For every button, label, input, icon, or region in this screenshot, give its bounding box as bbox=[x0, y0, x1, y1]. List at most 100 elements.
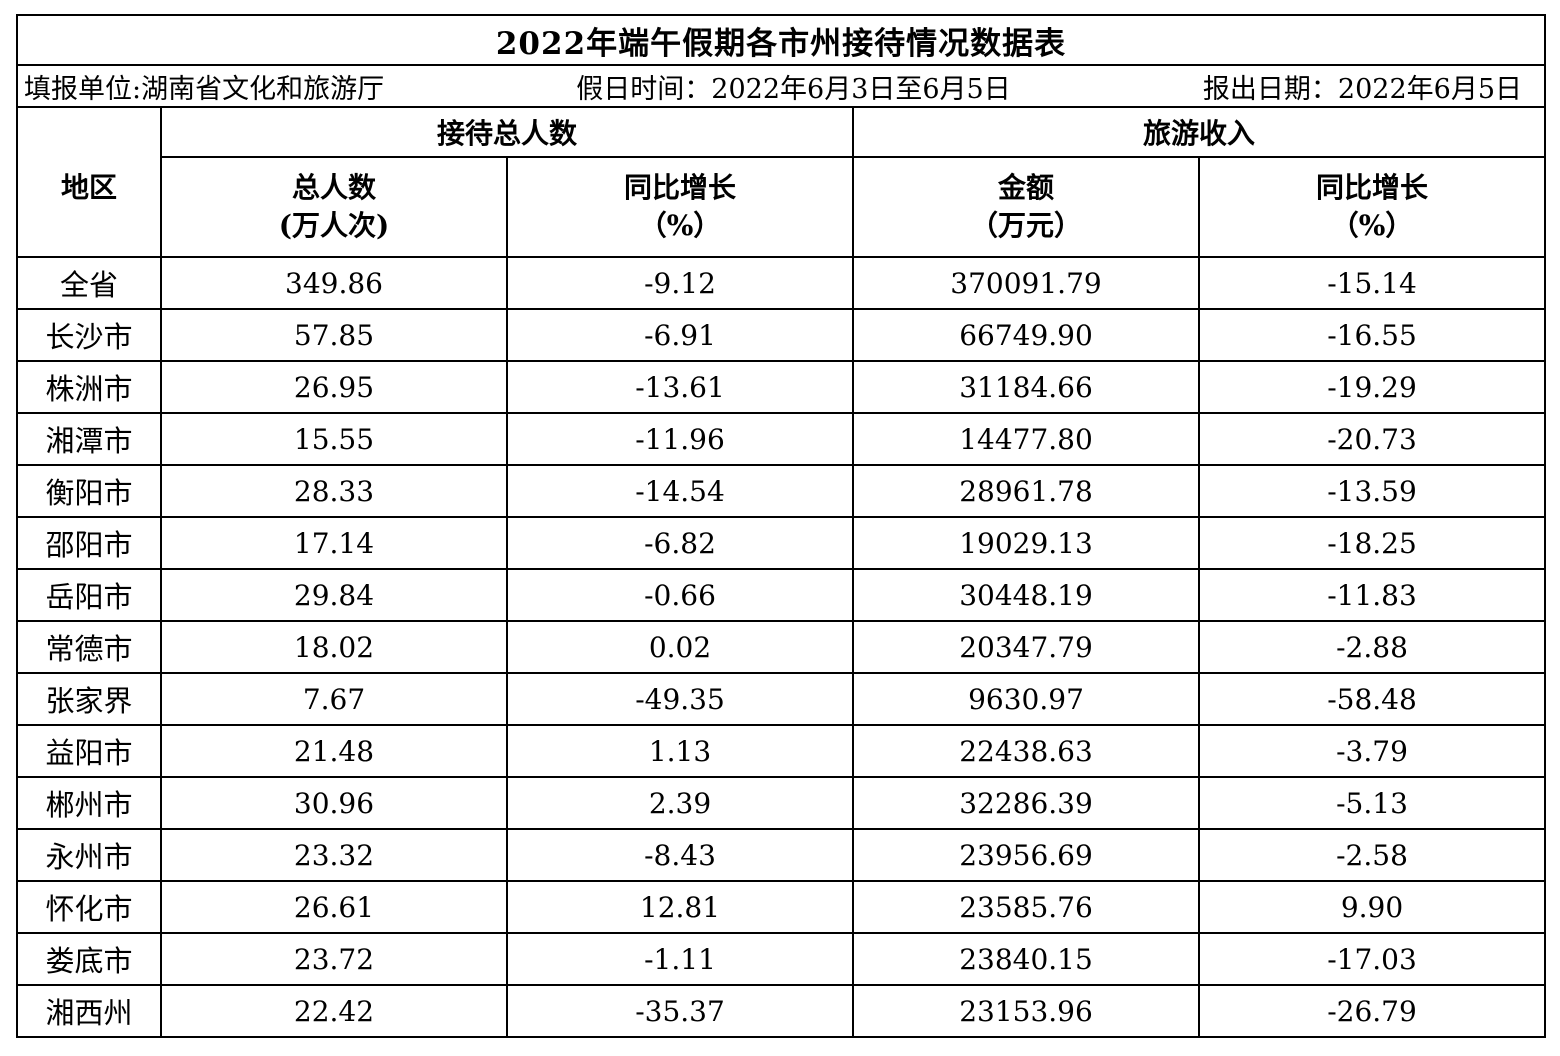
revenue-cell: 9630.97 bbox=[852, 672, 1200, 726]
revenue-yoy-cell: -18.25 bbox=[1197, 516, 1547, 570]
revenue-amount-header-line2: （万元） bbox=[969, 209, 1082, 242]
table-body: 2022年端午假期各市州接待情况数据表 填报单位:湖南省文化和旅游厅 假日时间：… bbox=[15, 14, 1547, 1038]
region-cell: 娄底市 bbox=[16, 932, 162, 986]
visitors-cell: 26.95 bbox=[160, 360, 508, 414]
visitors-growth-header-line2: （%） bbox=[638, 209, 722, 242]
table-row: 郴州市 30.96 2.39 32286.39 -5.13 bbox=[16, 776, 1547, 830]
revenue-cell: 23585.76 bbox=[852, 880, 1200, 934]
visitors-total-header: 总人数 (万人次) bbox=[160, 156, 508, 258]
revenue-cell: 370091.79 bbox=[852, 256, 1200, 310]
visitors-yoy-cell: -6.82 bbox=[506, 516, 854, 570]
visitors-yoy-cell: -1.11 bbox=[506, 932, 854, 986]
revenue-cell: 30448.19 bbox=[852, 568, 1200, 622]
table-row: 衡阳市 28.33 -14.54 28961.78 -13.59 bbox=[16, 464, 1547, 518]
revenue-growth-header-line2: （%） bbox=[1330, 209, 1414, 242]
visitors-total-header-line1: 总人数 bbox=[291, 171, 376, 204]
holiday-period: 假日时间：2022年6月3日至6月5日 bbox=[576, 73, 1011, 105]
revenue-yoy-cell: -3.79 bbox=[1197, 724, 1547, 778]
visitors-yoy-cell: 12.81 bbox=[506, 880, 854, 934]
sub-header-row: 总人数 (万人次) 同比增长 （%） 金额 （万元） 同比增长 （%） bbox=[17, 156, 1547, 258]
visitors-cell: 18.02 bbox=[160, 620, 508, 674]
visitors-cell: 30.96 bbox=[160, 776, 508, 830]
visitors-yoy-cell: -0.66 bbox=[506, 568, 854, 622]
region-cell: 岳阳市 bbox=[16, 568, 162, 622]
report-date: 报出日期：2022年6月5日 bbox=[1202, 73, 1522, 105]
region-cell: 张家界 bbox=[16, 672, 162, 726]
title-row: 2022年端午假期各市州接待情况数据表 bbox=[15, 14, 1547, 66]
table-title: 2022年端午假期各市州接待情况数据表 bbox=[15, 14, 1547, 66]
revenue-yoy-cell: -5.13 bbox=[1197, 776, 1547, 830]
visitors-cell: 17.14 bbox=[160, 516, 508, 570]
revenue-yoy-cell: -20.73 bbox=[1197, 412, 1547, 466]
visitors-cell: 7.67 bbox=[160, 672, 508, 726]
region-cell: 怀化市 bbox=[16, 880, 162, 934]
region-cell: 衡阳市 bbox=[16, 464, 162, 518]
table-row: 湘西州 22.42 -35.37 23153.96 -26.79 bbox=[16, 984, 1547, 1038]
region-cell: 邵阳市 bbox=[16, 516, 162, 570]
revenue-group-header: 旅游收入 bbox=[851, 106, 1547, 158]
info-cell: 填报单位:湖南省文化和旅游厅 假日时间：2022年6月3日至6月5日 报出日期：… bbox=[15, 64, 1547, 108]
visitors-yoy-cell: -9.12 bbox=[506, 256, 854, 310]
visitors-yoy-cell: 1.13 bbox=[506, 724, 854, 778]
revenue-growth-header: 同比增长 （%） bbox=[1197, 156, 1547, 258]
revenue-yoy-cell: -11.83 bbox=[1197, 568, 1547, 622]
region-header: 地区 bbox=[16, 106, 162, 258]
reporting-unit: 填报单位:湖南省文化和旅游厅 bbox=[24, 73, 385, 105]
visitors-cell: 29.84 bbox=[160, 568, 508, 622]
visitors-growth-header: 同比增长 （%） bbox=[506, 156, 854, 258]
visitors-cell: 15.55 bbox=[160, 412, 508, 466]
revenue-cell: 66749.90 bbox=[852, 308, 1200, 362]
revenue-amount-header: 金额 （万元） bbox=[852, 156, 1200, 258]
table-row: 永州市 23.32 -8.43 23956.69 -2.58 bbox=[16, 828, 1547, 882]
visitors-yoy-cell: 0.02 bbox=[506, 620, 854, 674]
info-bar: 填报单位:湖南省文化和旅游厅 假日时间：2022年6月3日至6月5日 报出日期：… bbox=[19, 67, 1543, 105]
revenue-amount-header-line1: 金额 bbox=[997, 171, 1054, 204]
region-cell: 永州市 bbox=[16, 828, 162, 882]
info-row: 填报单位:湖南省文化和旅游厅 假日时间：2022年6月3日至6月5日 报出日期：… bbox=[15, 64, 1547, 108]
visitors-total-header-line2: (万人次) bbox=[278, 209, 390, 242]
revenue-cell: 32286.39 bbox=[852, 776, 1200, 830]
data-table: 2022年端午假期各市州接待情况数据表 填报单位:湖南省文化和旅游厅 假日时间：… bbox=[15, 14, 1547, 1038]
revenue-cell: 20347.79 bbox=[852, 620, 1200, 674]
table-row: 常德市 18.02 0.02 20347.79 -2.88 bbox=[16, 620, 1547, 674]
visitors-cell: 28.33 bbox=[160, 464, 508, 518]
visitors-yoy-cell: -8.43 bbox=[506, 828, 854, 882]
visitors-growth-header-line1: 同比增长 bbox=[623, 171, 736, 204]
table-row: 湘潭市 15.55 -11.96 14477.80 -20.73 bbox=[16, 412, 1547, 466]
visitors-cell: 57.85 bbox=[160, 308, 508, 362]
revenue-cell: 22438.63 bbox=[852, 724, 1200, 778]
region-cell: 全省 bbox=[16, 256, 162, 310]
table-row: 岳阳市 29.84 -0.66 30448.19 -11.83 bbox=[16, 568, 1547, 622]
revenue-yoy-cell: -58.48 bbox=[1197, 672, 1547, 726]
revenue-yoy-cell: -13.59 bbox=[1197, 464, 1547, 518]
revenue-yoy-cell: -26.79 bbox=[1197, 984, 1547, 1038]
visitors-yoy-cell: -6.91 bbox=[506, 308, 854, 362]
revenue-cell: 14477.80 bbox=[852, 412, 1200, 466]
table-row: 长沙市 57.85 -6.91 66749.90 -16.55 bbox=[16, 308, 1547, 362]
region-cell: 湘潭市 bbox=[16, 412, 162, 466]
revenue-cell: 23956.69 bbox=[852, 828, 1200, 882]
revenue-cell: 23153.96 bbox=[852, 984, 1200, 1038]
visitors-cell: 26.61 bbox=[160, 880, 508, 934]
region-cell: 湘西州 bbox=[16, 984, 162, 1038]
revenue-cell: 23840.15 bbox=[852, 932, 1200, 986]
table-row: 怀化市 26.61 12.81 23585.76 9.90 bbox=[16, 880, 1547, 934]
revenue-growth-header-line1: 同比增长 bbox=[1316, 171, 1429, 204]
visitors-yoy-cell: -35.37 bbox=[506, 984, 854, 1038]
region-cell: 长沙市 bbox=[16, 308, 162, 362]
region-cell: 益阳市 bbox=[16, 724, 162, 778]
group-header-row: 地区 接待总人数 旅游收入 bbox=[16, 106, 1547, 258]
region-cell: 郴州市 bbox=[16, 776, 162, 830]
visitors-yoy-cell: 2.39 bbox=[506, 776, 854, 830]
revenue-cell: 28961.78 bbox=[852, 464, 1200, 518]
visitors-yoy-cell: -49.35 bbox=[506, 672, 854, 726]
region-cell: 株洲市 bbox=[16, 360, 162, 414]
visitors-cell: 23.32 bbox=[160, 828, 508, 882]
visitors-group-header: 接待总人数 bbox=[160, 106, 854, 158]
visitors-yoy-cell: -13.61 bbox=[506, 360, 854, 414]
table-row: 益阳市 21.48 1.13 22438.63 -3.79 bbox=[16, 724, 1547, 778]
table-row: 邵阳市 17.14 -6.82 19029.13 -18.25 bbox=[16, 516, 1547, 570]
table-row: 张家界 7.67 -49.35 9630.97 -58.48 bbox=[16, 672, 1547, 726]
revenue-yoy-cell: -15.14 bbox=[1197, 256, 1547, 310]
revenue-yoy-cell: -19.29 bbox=[1197, 360, 1547, 414]
